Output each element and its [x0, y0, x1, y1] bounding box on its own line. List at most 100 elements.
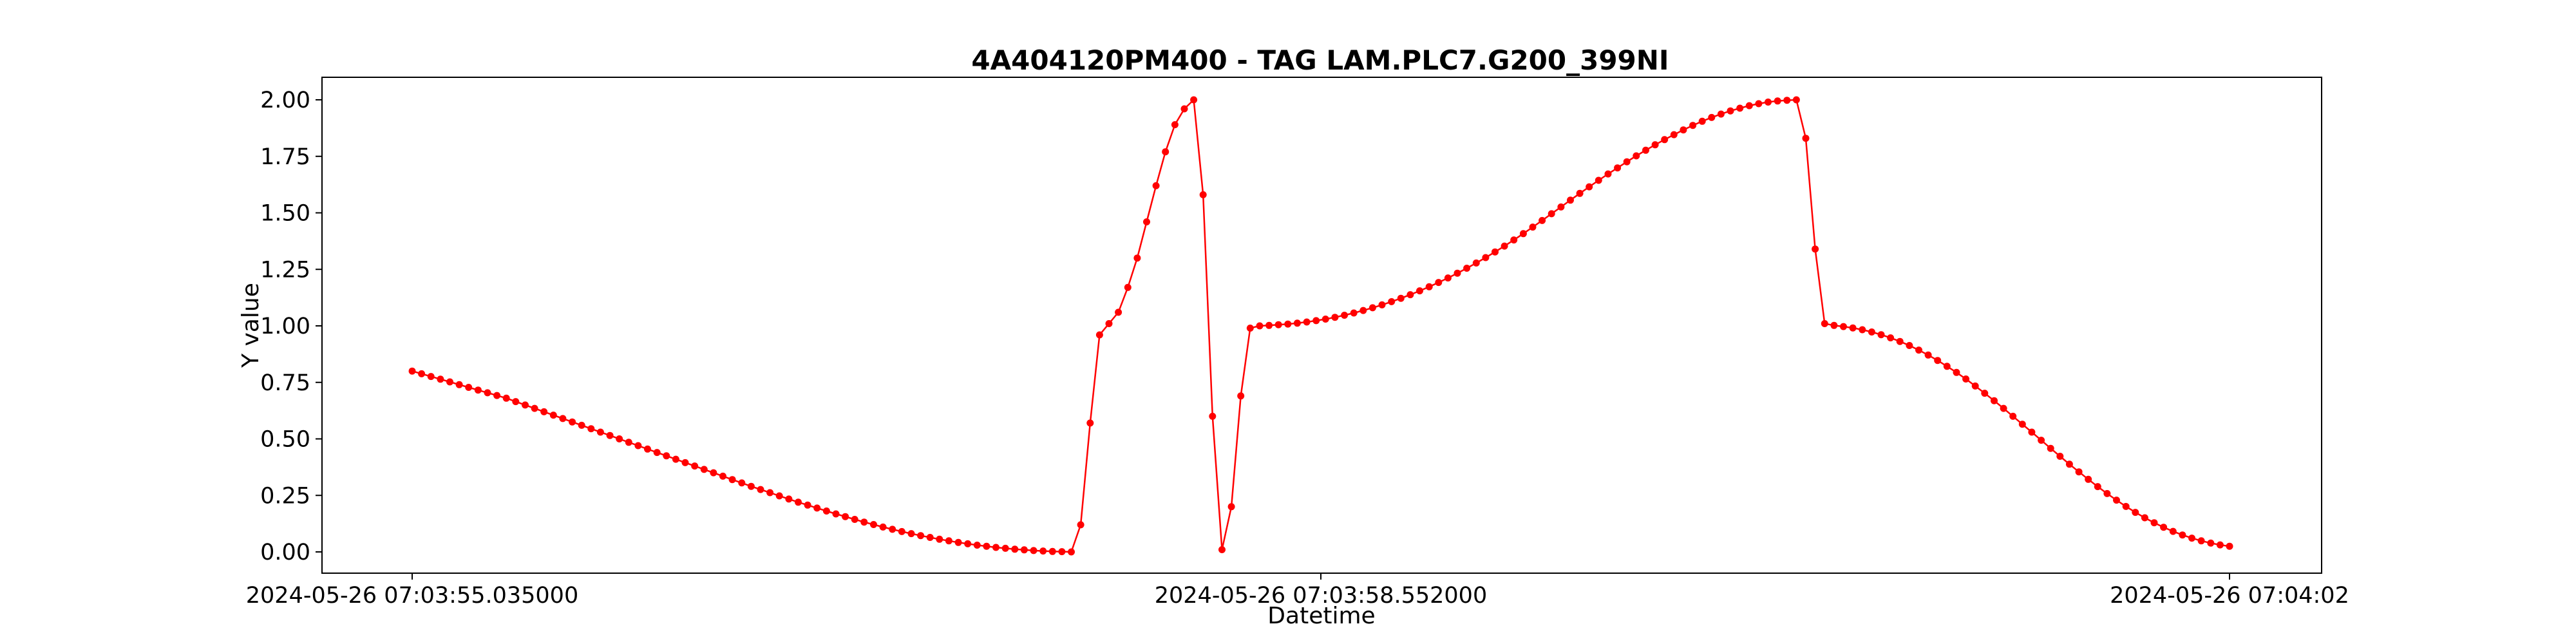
data-point [1162, 148, 1170, 156]
data-point [870, 521, 877, 528]
data-point [1058, 548, 1066, 556]
data-point [1501, 242, 1508, 250]
data-point [1557, 203, 1565, 211]
data-point [559, 415, 567, 422]
data-point [1124, 283, 1132, 291]
data-point [1444, 274, 1452, 282]
data-point [1406, 291, 1414, 299]
data-point [1680, 126, 1687, 134]
data-point [2038, 437, 2045, 444]
data-point [1133, 254, 1141, 262]
data-point [1792, 96, 1800, 104]
data-point [1698, 117, 1706, 125]
data-point [484, 389, 491, 397]
data-point [1717, 110, 1725, 118]
data-point [1454, 269, 1461, 277]
data-point [1934, 357, 1942, 365]
data-point [1218, 546, 1226, 553]
data-point [427, 373, 435, 381]
data-point [832, 510, 840, 518]
x-axis-ticks: 2024-05-26 07:03:55.035000 2024-05-26 07:… [246, 573, 2349, 609]
data-point [644, 445, 651, 453]
data-point [625, 439, 632, 446]
data-point [1171, 121, 1179, 129]
data-point [1651, 141, 1659, 149]
x-tick-label: 2024-05-26 07:03:58.552000 [1155, 583, 1487, 609]
data-point [2047, 444, 2054, 452]
data-point [1303, 318, 1311, 326]
y-tick-label: 0.50 [260, 427, 310, 453]
data-point [1604, 170, 1612, 178]
data-point [1510, 236, 1518, 244]
data-point [1077, 521, 1084, 529]
data-point [1397, 294, 1405, 302]
data-point [795, 498, 802, 506]
data-point [1011, 545, 1019, 553]
data-point [1765, 99, 1772, 106]
data-point [1859, 326, 1866, 334]
data-point [1350, 309, 1358, 317]
data-point [634, 442, 642, 450]
data-point [1284, 320, 1292, 328]
data-point [1388, 298, 1396, 305]
data-point [1312, 317, 1320, 325]
data-point [813, 504, 821, 512]
x-tick-label: 2024-05-26 07:04:02 [2110, 583, 2349, 609]
data-point [1030, 547, 1037, 554]
data-point [2103, 489, 2111, 497]
data-point [917, 532, 925, 540]
data-point [2113, 497, 2120, 504]
data-point [1274, 321, 1282, 328]
data-point [2207, 539, 2215, 547]
data-point [926, 534, 934, 541]
data-point [1143, 218, 1150, 225]
data-point [2094, 483, 2101, 491]
data-point [1199, 191, 1207, 198]
data-point [1567, 196, 1574, 204]
data-point [663, 452, 670, 460]
data-point [1576, 189, 1584, 197]
data-point [879, 523, 887, 531]
data-point [1086, 419, 1094, 427]
data-point [1868, 328, 1875, 336]
data-point [1642, 146, 1649, 154]
y-tick-label: 1.00 [260, 314, 310, 339]
data-point [1971, 382, 1979, 390]
data-point [992, 544, 999, 551]
data-point [822, 507, 830, 515]
data-point [719, 472, 726, 480]
data-point [616, 435, 623, 442]
data-point [1472, 259, 1480, 267]
data-point [1915, 346, 1922, 354]
data-point [775, 492, 783, 500]
data-point [983, 542, 990, 550]
data-point [2075, 468, 2083, 476]
data-point [1378, 301, 1386, 308]
data-point [2216, 541, 2224, 549]
data-point [1227, 503, 1235, 511]
data-point [1435, 279, 1443, 287]
data-point [1802, 135, 1810, 142]
data-point [1670, 131, 1678, 138]
data-point [531, 404, 538, 412]
data-point [578, 421, 585, 429]
data-point [1877, 331, 1885, 339]
data-point [437, 375, 444, 383]
data-point [785, 495, 793, 503]
data-point [2122, 502, 2130, 510]
y-tick-label: 0.00 [260, 540, 310, 565]
data-point [1519, 230, 1527, 238]
data-point [2141, 514, 2148, 522]
data-point [1321, 316, 1329, 323]
data-point [757, 486, 764, 493]
data-point [1981, 390, 1989, 397]
data-point [418, 370, 426, 377]
data-point [1708, 113, 1716, 121]
y-tick-label: 1.25 [260, 257, 310, 283]
y-axis-label: Y value [238, 283, 264, 368]
data-point [2056, 453, 2064, 460]
data-point [1180, 105, 1188, 113]
data-point [1821, 320, 1828, 327]
data-point [710, 469, 717, 477]
data-point [1359, 307, 1367, 314]
